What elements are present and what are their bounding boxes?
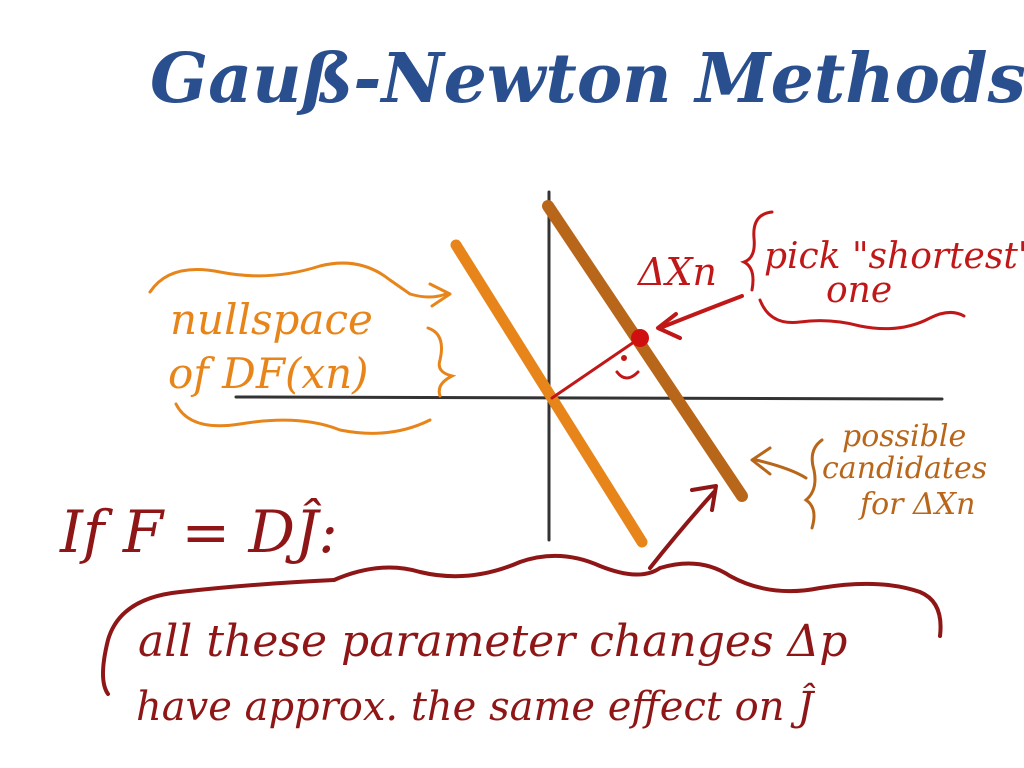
- pick-wavy-underline: [758, 298, 966, 331]
- bottom-wavy-top: [332, 553, 943, 638]
- x-axis: [234, 395, 944, 401]
- right-angle-mark: [615, 370, 640, 380]
- bottom-text-1: all these parameter changes Δp: [138, 616, 847, 667]
- bottom-arrow: [648, 490, 716, 570]
- bottom-wavy-left: [101, 578, 336, 696]
- condition-text: If F = DĴ:: [59, 498, 338, 566]
- right-angle-dot: [621, 355, 627, 361]
- nullspace-brace: [426, 326, 457, 398]
- possible-text: possible: [842, 419, 966, 454]
- delta-xn-label: ΔXn: [636, 250, 717, 294]
- pick-brace: [740, 210, 774, 292]
- nullspace-text-2: of DF(xn): [168, 349, 369, 398]
- shortest-vector: [550, 336, 642, 400]
- candidates-brace: [803, 438, 824, 530]
- pick-arrow-head: [656, 312, 682, 340]
- nullspace-arrow-head: [428, 282, 452, 308]
- candidates-arrow: [754, 458, 808, 480]
- candidates-arrow-head: [750, 446, 772, 476]
- pick-shortest-text-2: one: [826, 270, 892, 311]
- bottom-arrow-head: [690, 484, 718, 512]
- nullspace-wavy-bottom: [174, 402, 432, 435]
- nullspace-text: nullspace: [170, 295, 373, 344]
- candidates-text: candidates: [822, 451, 987, 486]
- pick-arrow: [658, 294, 744, 330]
- nullspace-line: [450, 239, 648, 548]
- bottom-text-2: have approx. the same effect on Ĵ: [136, 683, 816, 730]
- candidate-line: [542, 200, 748, 502]
- shortest-point: [631, 329, 649, 347]
- pick-shortest-text: pick "shortest": [764, 236, 1024, 277]
- nullspace-wavy-top: [148, 261, 448, 299]
- for-dxn-text: for ΔXn: [858, 487, 975, 522]
- page-title: Gauß-Newton Methods: [150, 39, 1024, 119]
